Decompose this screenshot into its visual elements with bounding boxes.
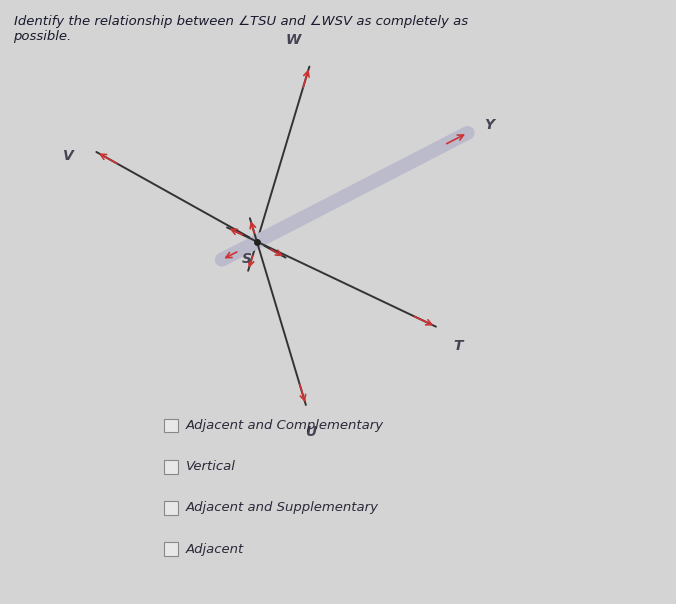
Text: Identify the relationship between ∠TSU and ∠WSV as completely as
possible.: Identify the relationship between ∠TSU a… [14,15,468,43]
Bar [164,501,178,515]
Bar [164,460,178,474]
Bar [164,419,178,432]
Bar [164,542,178,556]
Text: Y: Y [484,118,494,132]
Text: V: V [63,149,74,163]
Text: T: T [453,339,462,353]
Text: Vertical: Vertical [186,460,236,474]
Text: W: W [286,33,301,47]
Text: U: U [305,425,316,439]
Text: Adjacent and Complementary: Adjacent and Complementary [186,419,384,432]
Text: Adjacent and Supplementary: Adjacent and Supplementary [186,501,379,515]
Text: Adjacent: Adjacent [186,542,244,556]
Text: S: S [242,251,251,266]
